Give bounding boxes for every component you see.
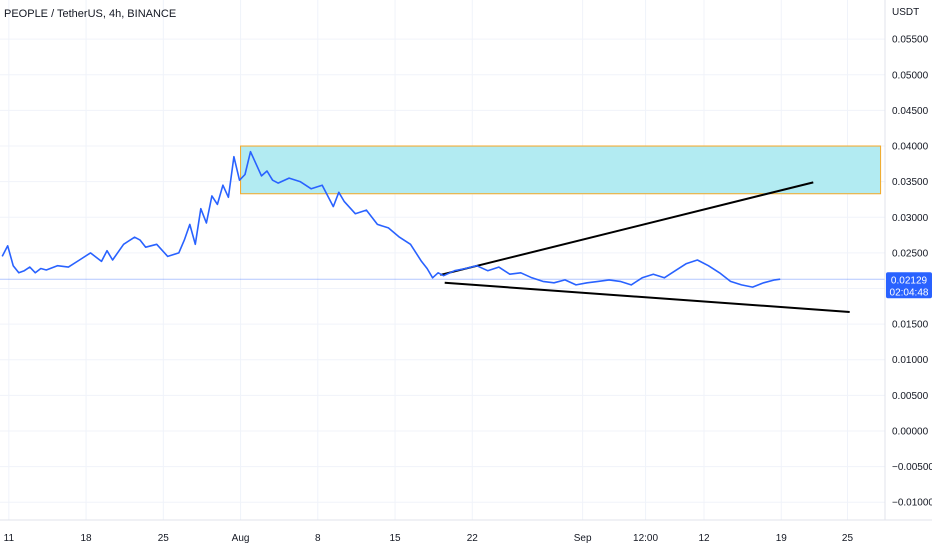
y-tick-label: 0.00000	[892, 426, 929, 437]
price-tag-background	[886, 272, 932, 299]
trendline-drawing[interactable]	[440, 181, 814, 276]
x-tick-label: 11	[4, 533, 15, 544]
x-tick-label: 12:00	[633, 533, 658, 544]
x-axis: 11 18 25 Aug 8 15 22 Sep 12:00 12 19 25	[4, 533, 854, 544]
y-tick-label: 0.01000	[892, 355, 929, 366]
y-tick-label: 0.03500	[892, 177, 929, 188]
x-tick-label: 19	[776, 533, 788, 544]
x-tick-label: 18	[81, 533, 93, 544]
y-tick-label: 0.01500	[892, 320, 929, 331]
chart-title: PEOPLE / TetherUS, 4h, BINANCE	[4, 8, 176, 20]
y-tick-label: 0.00500	[892, 391, 929, 402]
grid-lines	[0, 0, 885, 520]
y-tick-label: 0.05500	[892, 35, 929, 46]
y-tick-label: 0.05000	[892, 70, 929, 81]
y-tick-label: 0.03000	[892, 213, 929, 224]
price-tag-countdown: 02:04:48	[890, 287, 929, 298]
y-tick-label: −0.00500	[892, 462, 932, 473]
x-tick-label: Aug	[232, 533, 250, 544]
currency-label: USDT	[892, 7, 919, 18]
y-tick-label: 0.02500	[892, 248, 929, 259]
y-tick-label: 0.04000	[892, 142, 929, 153]
time-scale[interactable]	[0, 520, 932, 550]
price-series-line	[1, 150, 781, 288]
price-tag: 0.02129 02:04:48	[886, 272, 932, 299]
series-layer	[1, 150, 781, 288]
drawings[interactable]	[240, 145, 882, 313]
price-scale[interactable]	[885, 0, 932, 520]
x-tick-label: 15	[389, 533, 401, 544]
x-tick-label: 25	[842, 533, 854, 544]
plot-area[interactable]	[0, 0, 885, 520]
trendline-drawing[interactable]	[444, 281, 850, 313]
x-tick-label: Sep	[574, 533, 592, 544]
y-tick-label: −0.01000	[892, 498, 932, 509]
y-tick-label: 0.04500	[892, 106, 929, 117]
price-tag-value: 0.02129	[891, 275, 928, 286]
rectangle-drawing[interactable]	[240, 145, 882, 195]
x-tick-label: 22	[467, 533, 479, 544]
x-tick-label: 12	[698, 533, 710, 544]
x-tick-label: 8	[315, 533, 321, 544]
x-tick-label: 25	[158, 533, 170, 544]
